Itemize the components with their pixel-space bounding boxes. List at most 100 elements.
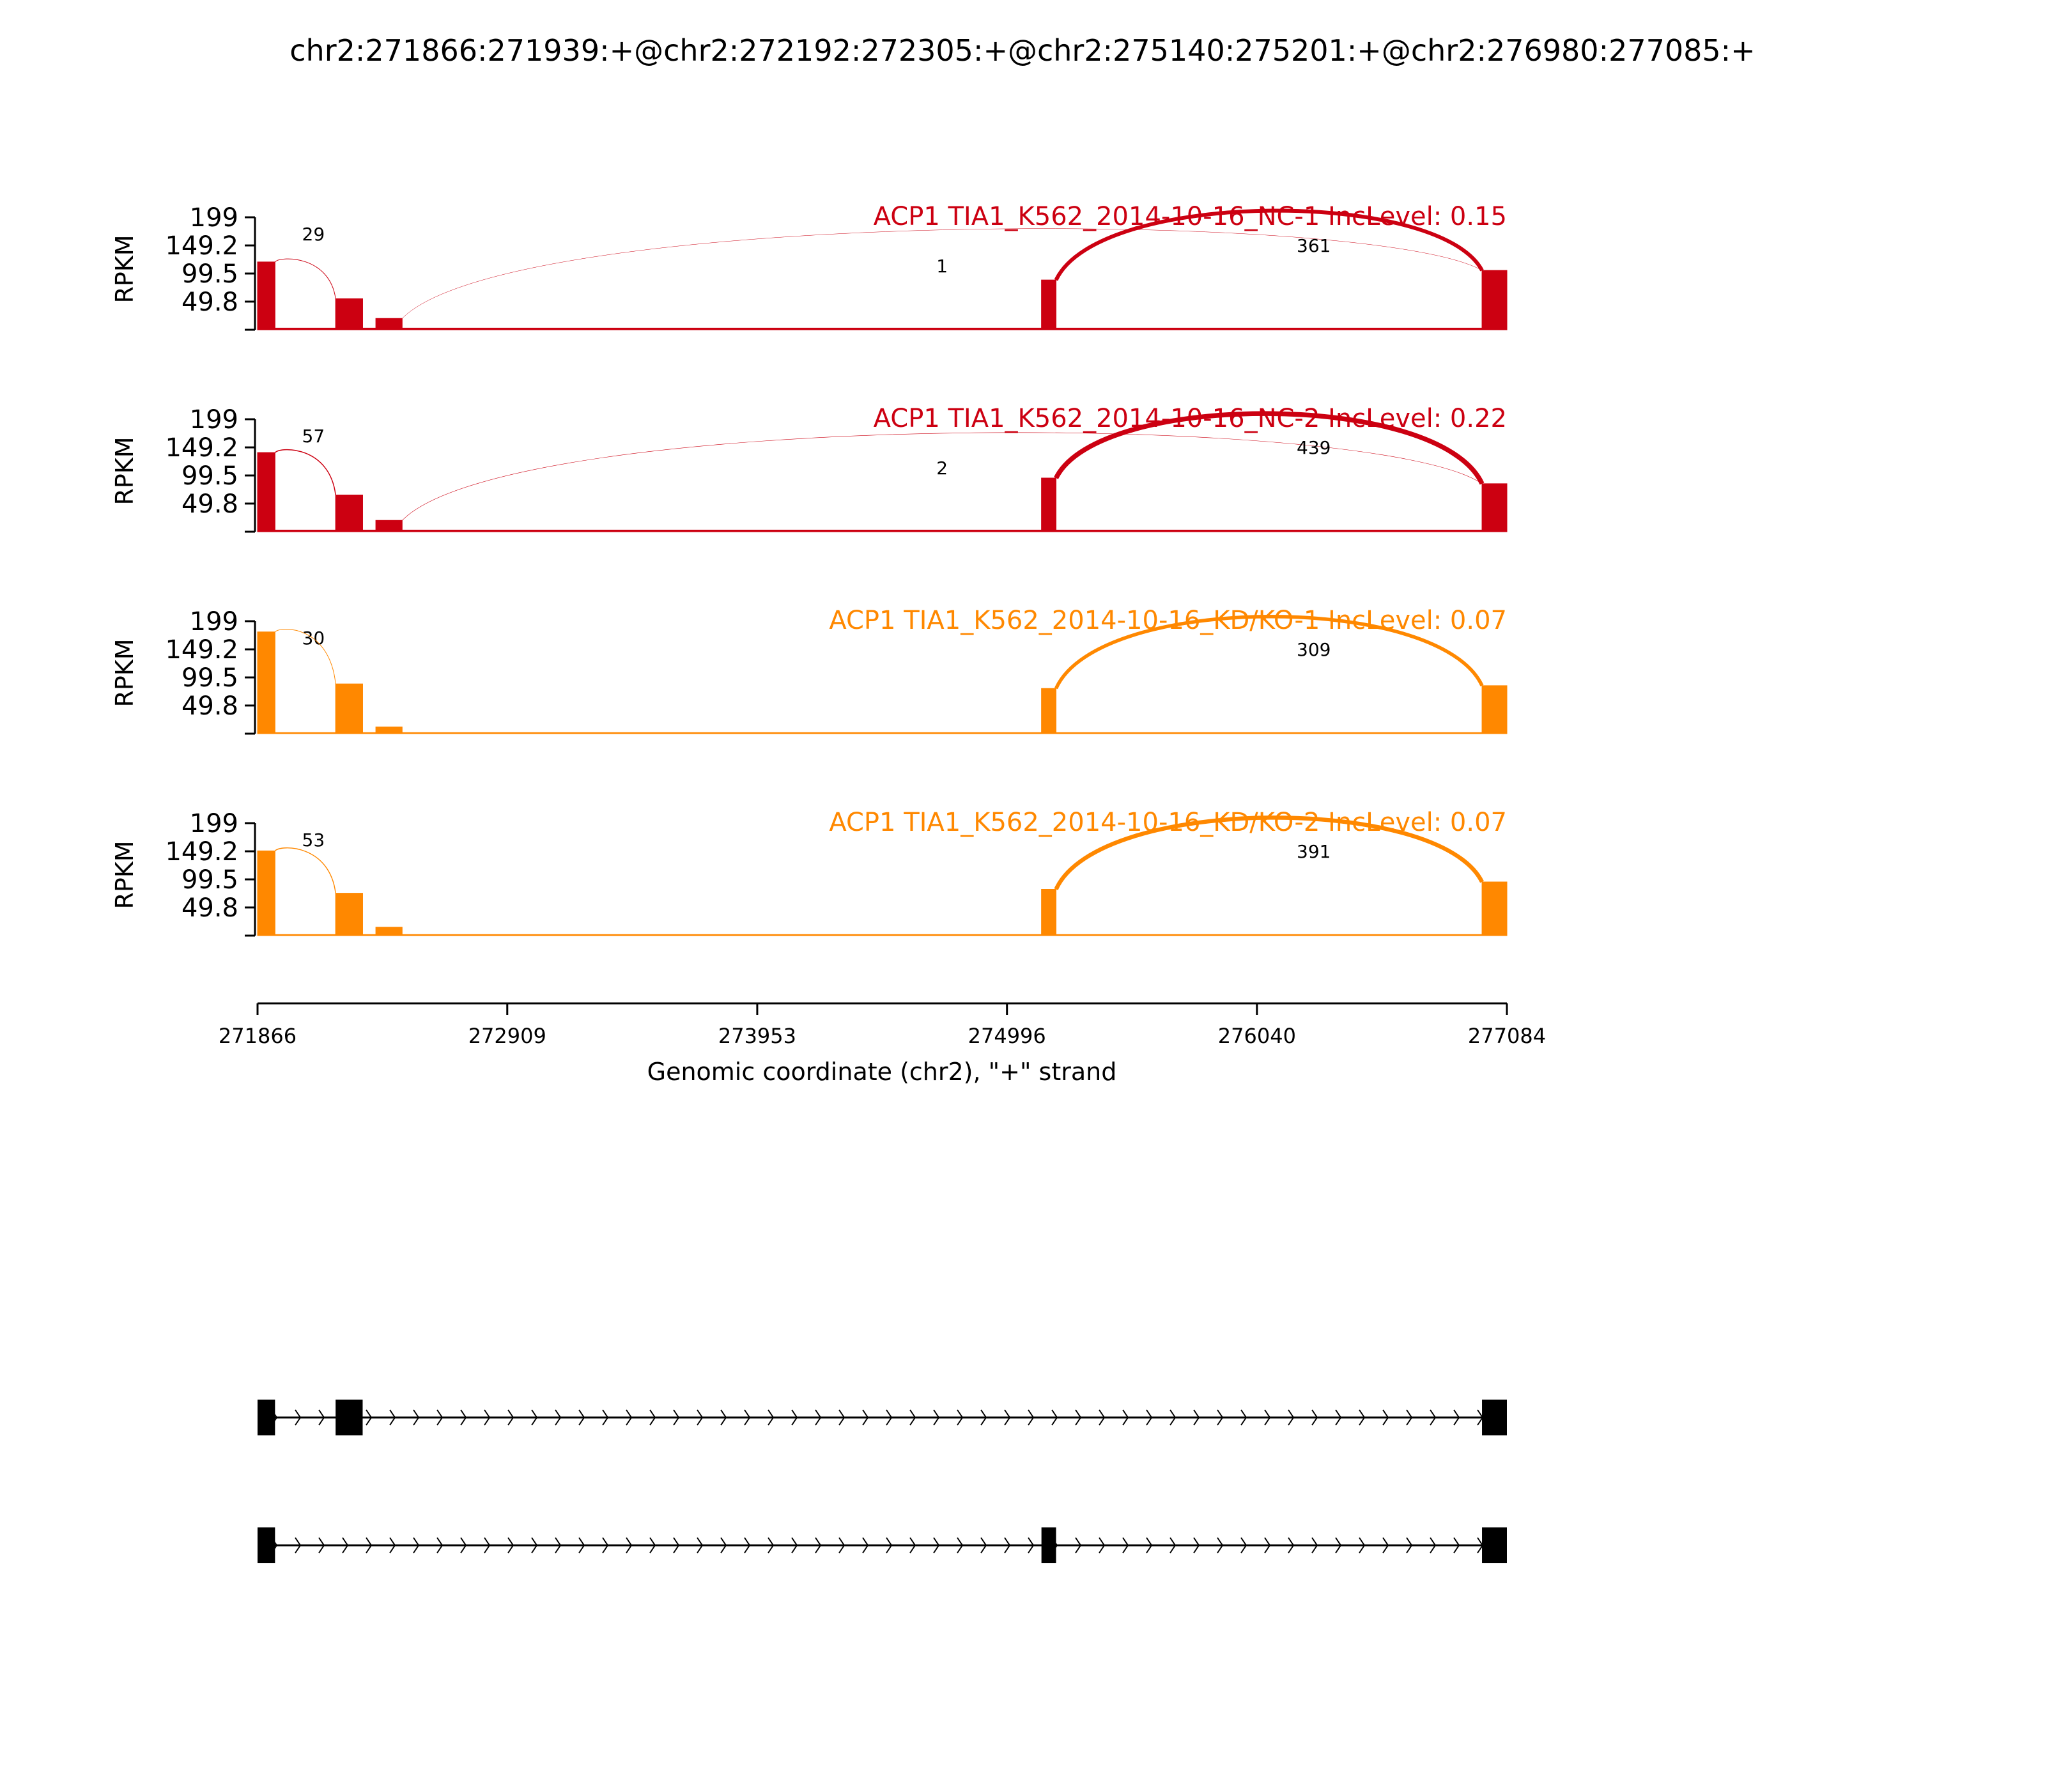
strand-arrow <box>957 1537 964 1554</box>
junction-arc <box>274 629 336 684</box>
strand-arrow <box>318 1409 325 1426</box>
strand-arrow <box>933 1409 940 1426</box>
strand-arrow <box>744 1537 751 1554</box>
junction-arc <box>402 432 1483 521</box>
strand-arrow <box>1122 1409 1129 1426</box>
y-tick-label: 149.2 <box>165 635 238 665</box>
strand-arrow <box>1051 1409 1058 1426</box>
strand-arrow <box>460 1409 467 1426</box>
strand-arrow <box>484 1537 491 1554</box>
y-tick-label: 199 <box>190 203 238 233</box>
y-tick-label: 199 <box>190 405 238 435</box>
junction-count-label: 2 <box>936 458 948 479</box>
y-tick-label: 49.8 <box>181 691 238 721</box>
strand-arrow <box>649 1409 656 1426</box>
isoform-models <box>258 1400 1507 1563</box>
strand-arrow <box>862 1409 869 1426</box>
strand-arrow <box>507 1409 514 1426</box>
isoform-model <box>258 1400 1507 1435</box>
strand-arrow <box>649 1537 656 1554</box>
coverage-area <box>257 850 1508 936</box>
strand-arrow <box>886 1537 893 1554</box>
strand-arrow <box>1430 1409 1437 1426</box>
strand-arrow <box>744 1409 751 1426</box>
strand-arrow <box>602 1537 609 1554</box>
strand-arrow <box>1382 1409 1389 1426</box>
isoform-exon <box>1482 1400 1507 1435</box>
strand-arrow <box>413 1409 420 1426</box>
x-tick-label: 277084 <box>1468 1024 1546 1048</box>
strand-arrow <box>1028 1409 1035 1426</box>
junction-arc <box>274 449 336 495</box>
strand-arrow <box>436 1409 444 1426</box>
strand-arrow <box>460 1537 467 1554</box>
y-tick-label: 49.8 <box>181 490 238 519</box>
strand-arrow <box>1004 1537 1011 1554</box>
strand-arrow <box>1430 1537 1437 1554</box>
strand-arrow <box>295 1537 302 1554</box>
strand-arrow <box>1217 1409 1224 1426</box>
strand-arrow <box>1169 1409 1177 1426</box>
y-axis-label: RPKM <box>111 840 139 909</box>
strand-arrow <box>602 1409 609 1426</box>
y-tick-label: 99.5 <box>181 663 238 693</box>
isoform-exon <box>1482 1527 1507 1563</box>
strand-arrow <box>626 1537 633 1554</box>
strand-arrow <box>295 1409 302 1426</box>
strand-arrow <box>1075 1409 1082 1426</box>
y-tick-label: 149.2 <box>165 433 238 463</box>
x-tick-label: 271866 <box>219 1024 297 1048</box>
coverage-area <box>257 261 1508 330</box>
strand-arrow <box>1359 1537 1366 1554</box>
strand-arrow <box>1453 1537 1460 1554</box>
strand-arrow <box>720 1537 727 1554</box>
strand-arrow <box>1217 1537 1224 1554</box>
junction-arc <box>1054 815 1484 890</box>
x-tick-label: 274996 <box>968 1024 1046 1048</box>
y-tick-label: 199 <box>190 809 238 838</box>
coverage-area <box>257 452 1508 532</box>
x-tick-label: 273953 <box>718 1024 796 1048</box>
y-tick-label: 199 <box>190 607 238 637</box>
y-axis-label: RPKM <box>111 436 139 505</box>
strand-arrow <box>1264 1537 1271 1554</box>
strand-arrow <box>531 1537 538 1554</box>
junction-count-label: 309 <box>1297 639 1331 660</box>
strand-arrow <box>909 1537 916 1554</box>
junction-count-label: 29 <box>302 224 325 245</box>
y-tick-label: 149.2 <box>165 231 238 261</box>
strand-arrow <box>1288 1537 1295 1554</box>
track-label: ACP1 TIA1_K562_2014-10-16_KD/KO-2 IncLev… <box>829 808 1507 837</box>
strand-arrow <box>366 1537 373 1554</box>
strand-arrow <box>957 1409 964 1426</box>
y-tick-label: 149.2 <box>165 837 238 867</box>
strand-arrow <box>578 1409 585 1426</box>
strand-arrow <box>1311 1537 1318 1554</box>
track-label: ACP1 TIA1_K562_2014-10-16_NC-2 IncLevel:… <box>874 404 1507 433</box>
strand-arrow <box>768 1537 775 1554</box>
strand-arrow <box>366 1409 373 1426</box>
strand-arrow <box>980 1409 987 1426</box>
strand-arrow <box>980 1537 987 1554</box>
junction-arc <box>1054 208 1484 281</box>
strand-arrow <box>1288 1409 1295 1426</box>
junction-count-label: 53 <box>302 830 325 851</box>
strand-arrow <box>436 1537 444 1554</box>
strand-arrow <box>791 1537 798 1554</box>
strand-arrow <box>720 1409 727 1426</box>
strand-arrow <box>1193 1409 1200 1426</box>
strand-arrow <box>933 1537 940 1554</box>
y-axis-label: RPKM <box>111 638 139 707</box>
y-axis-label: RPKM <box>111 235 139 303</box>
strand-arrow <box>1028 1537 1035 1554</box>
strand-arrow <box>389 1409 396 1426</box>
strand-arrow <box>1240 1409 1247 1426</box>
y-tick-label: 49.8 <box>181 288 238 317</box>
x-tick-label: 276040 <box>1218 1024 1296 1048</box>
strand-arrow <box>1099 1409 1106 1426</box>
strand-arrow <box>1453 1409 1460 1426</box>
